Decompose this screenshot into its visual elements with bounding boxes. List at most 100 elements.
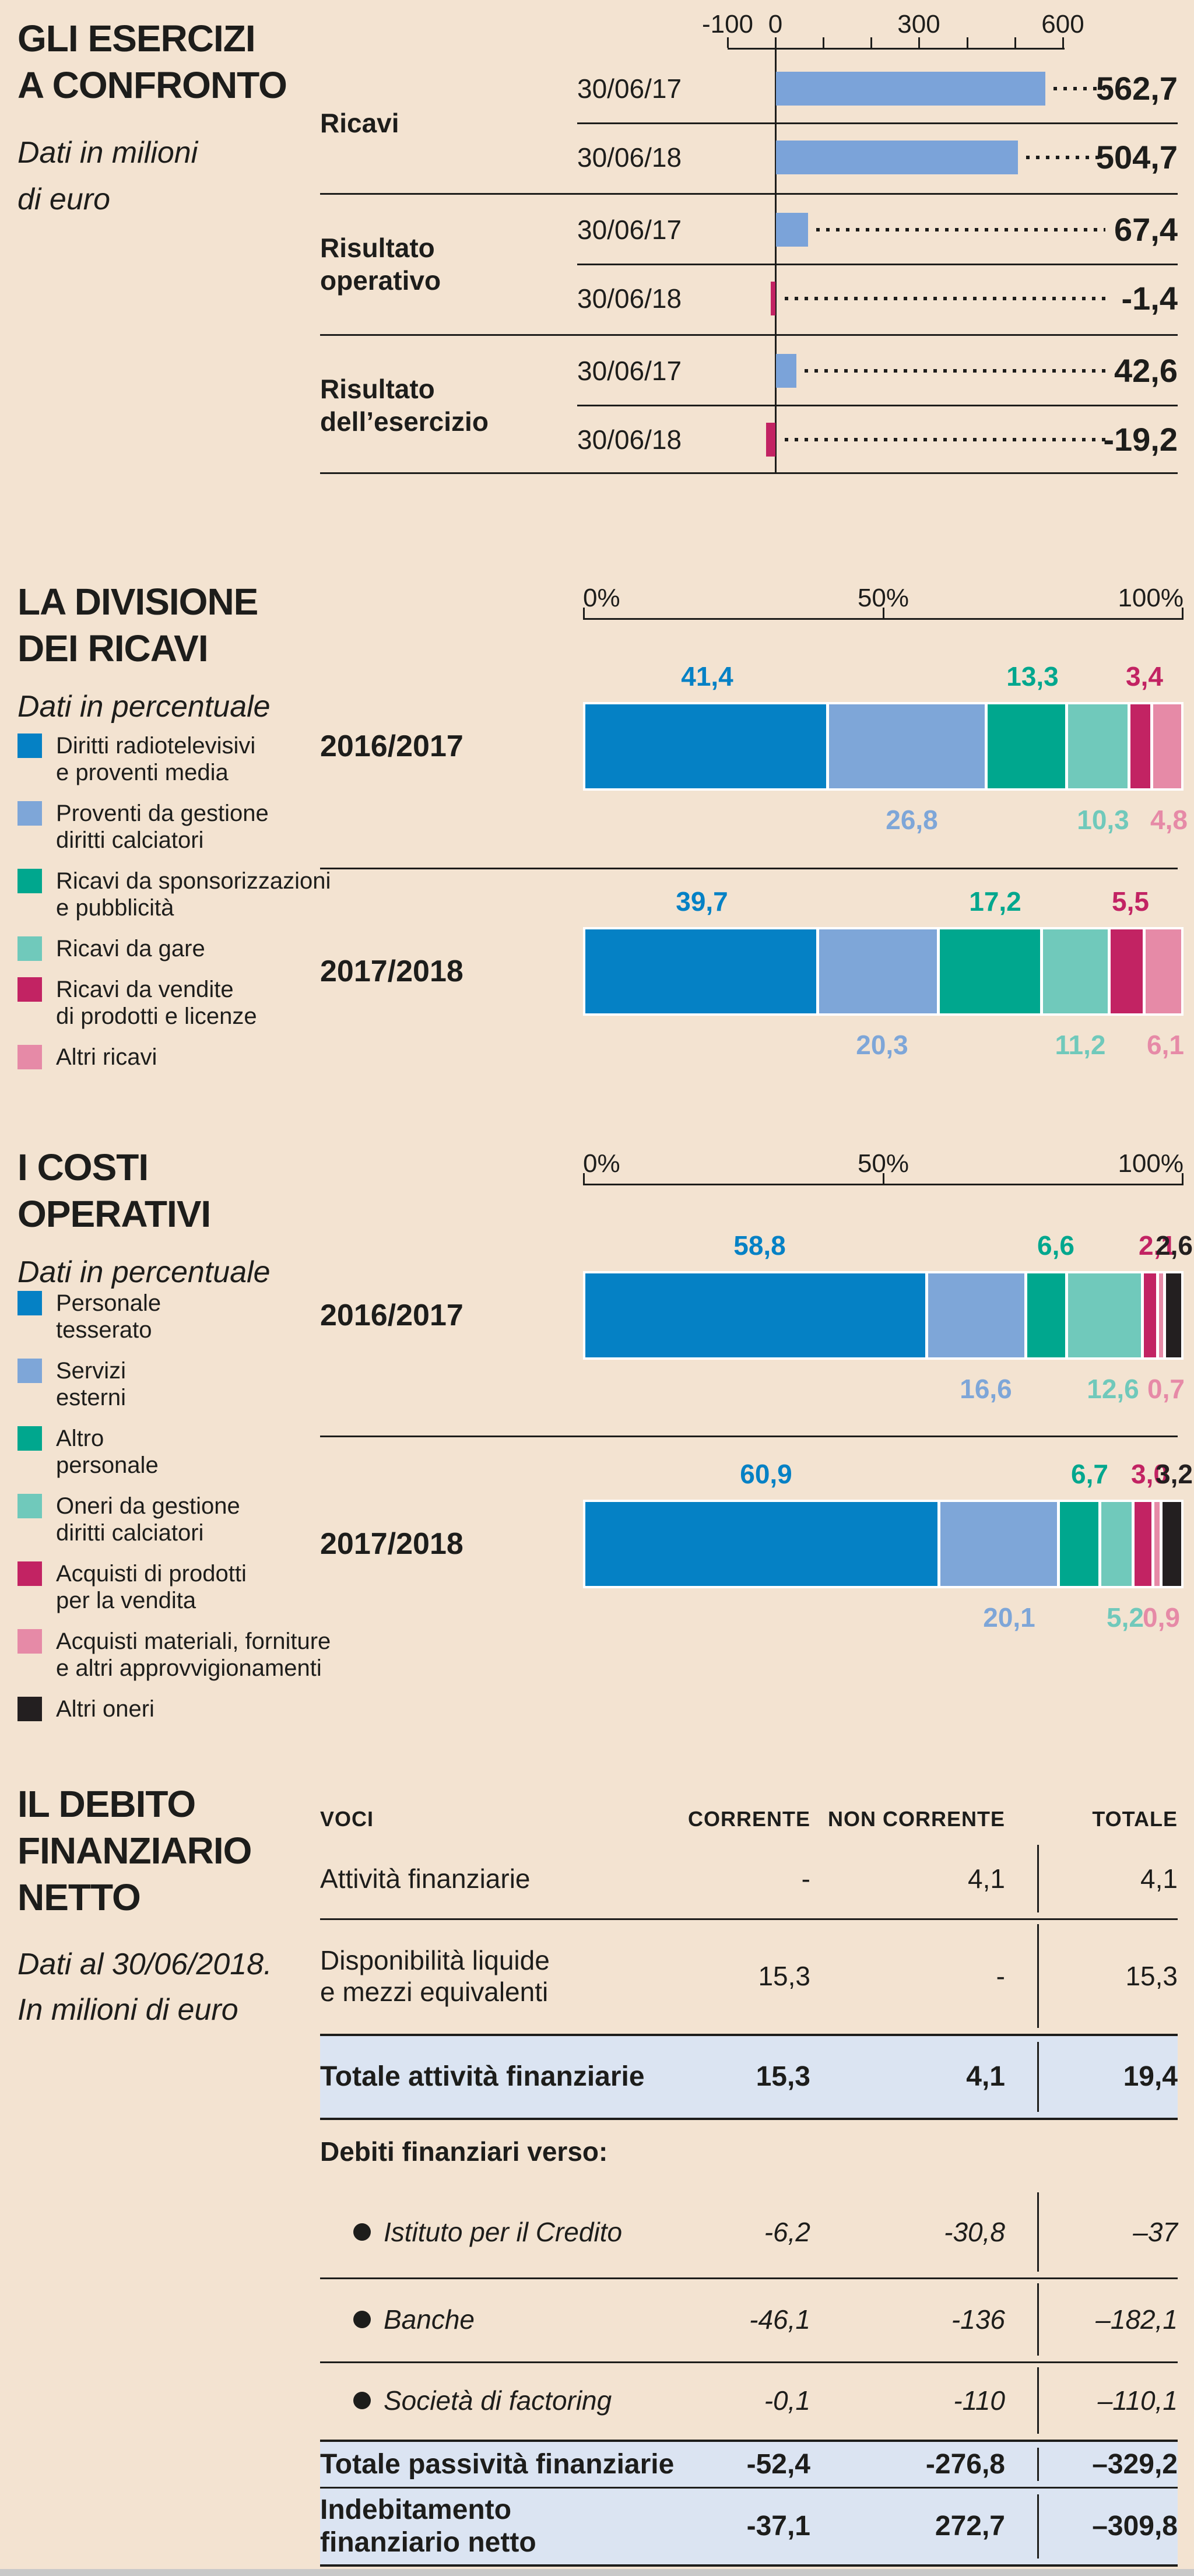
segment-label: 3,2 (1156, 1459, 1193, 1489)
row-separator (577, 405, 1178, 406)
dot-leader (816, 228, 1105, 231)
legend-swatch-icon (17, 1359, 42, 1383)
year-separator (320, 1436, 1178, 1437)
legend-item: Personale tesserato (17, 1290, 461, 1343)
title-line: NETTO (17, 1876, 141, 1918)
legend-label: Ricavi da sponsorizzazioni e pubblicità (56, 868, 331, 921)
column-divider (1037, 2448, 1039, 2481)
cell-corrente: -0,1 (764, 2385, 810, 2416)
bar-segment-blue (585, 1273, 926, 1357)
year-label: 2017/2018 (320, 1527, 463, 1561)
cell-corrente: 15,3 (756, 2061, 810, 2092)
x-axis-tick (1014, 37, 1016, 48)
segment-label: 3,0 (1131, 1459, 1168, 1489)
percent-label-0: 0% (583, 1149, 620, 1178)
table-rule (320, 2361, 1178, 2363)
cell-totale: –309,8 (1092, 2511, 1178, 2542)
cell-corrente: -37,1 (746, 2511, 810, 2542)
legend-label-line: Acquisti materiali, forniture (56, 1629, 331, 1654)
table-rule (320, 2564, 1178, 2567)
legend-item: Ricavi da vendite di prodotti e licenze (17, 976, 461, 1030)
x-axis-tick-label: 300 (897, 10, 940, 38)
title-line: GLI ESERCIZI (17, 17, 256, 59)
table-rule (320, 2034, 1178, 2036)
row-separator (320, 193, 1178, 195)
group-label-line: Ricavi (320, 108, 399, 138)
bar-segment-pink (1159, 1273, 1164, 1357)
title-line: A CONFRONTO (17, 64, 287, 106)
percent-label-100: 100% (1118, 584, 1184, 612)
cell-totale: –182,1 (1095, 2304, 1178, 2335)
legend-label-line: Personale (56, 1290, 161, 1316)
date-label: 30/06/18 (577, 283, 682, 314)
table-rule (320, 2487, 1178, 2489)
legend: Personale tesserato Servizi esterni Altro per… (17, 1290, 461, 1736)
segment-label: 11,2 (1055, 1030, 1106, 1060)
legend-label-line: Acquisti di prodotti (56, 1561, 247, 1587)
value-label: -1,4 (1121, 280, 1178, 317)
subtitle-line: Dati in milioni (17, 136, 198, 170)
segment-label: 5,2 (1107, 1602, 1144, 1633)
legend-label-line: per la vendita (56, 1588, 196, 1613)
percent-axis-tick (583, 608, 585, 618)
dot-leader (785, 297, 1105, 300)
dot-leader (1053, 87, 1105, 90)
segment-label: 12,6 (1087, 1374, 1139, 1404)
legend-label-line: Ricavi da vendite (56, 977, 234, 1002)
bottom-edge-strip (0, 2569, 1194, 2576)
bar-segment-blue (585, 1502, 938, 1586)
legend-item: Oneri da gestione diritti calciatori (17, 1493, 461, 1546)
legend-swatch-icon (17, 1629, 42, 1654)
legend-label-line: Altri oneri (56, 1696, 154, 1722)
column-divider (1037, 1845, 1039, 1912)
legend-label-line: Ricavi da gare (56, 936, 205, 961)
legend-swatch-icon (17, 977, 42, 1002)
cell-non-corrente: -136 (951, 2304, 1005, 2335)
row-separator (320, 472, 1178, 474)
segment-label: 58,8 (733, 1230, 786, 1261)
cell-corrente: -52,4 (746, 2449, 810, 2480)
date-label: 30/06/17 (577, 215, 682, 245)
segment-label: 0,9 (1143, 1602, 1180, 1633)
percent-label-100: 100% (1118, 1149, 1184, 1178)
cell-totale: –110,1 (1097, 2385, 1178, 2416)
cell-corrente: -46,1 (749, 2304, 810, 2335)
section-subtitle-esercizi: Dati in milioni di euro (17, 129, 198, 223)
segment-label: 6,1 (1147, 1030, 1184, 1060)
legend-label-line: e pubblicità (56, 895, 174, 921)
legend-item: Altri oneri (17, 1696, 461, 1722)
year-label: 2016/2017 (320, 729, 463, 763)
row-label: Istituto per il Credito (384, 2217, 623, 2247)
legend-label-line: di prodotti e licenze (56, 1003, 257, 1029)
legend-label-line: Altro (56, 1426, 104, 1451)
value-bar (776, 354, 796, 388)
bar-segment-lightblue (928, 1273, 1024, 1357)
cell-totale: –329,2 (1092, 2449, 1178, 2480)
title-line: OPERATIVI (17, 1193, 211, 1235)
bar-segment-lightblue (940, 1502, 1057, 1586)
row-separator (577, 264, 1178, 265)
cell-totale: –37 (1133, 2217, 1178, 2247)
subtitle-line: Dati in percentuale (17, 690, 271, 724)
legend-item: Proventi da gestione diritti calciatori (17, 800, 461, 854)
title-line: I COSTI (17, 1146, 149, 1188)
legend-item: Altro personale (17, 1425, 461, 1479)
segment-label: 10,3 (1077, 805, 1129, 835)
bar-segment-magenta (1130, 704, 1151, 788)
percent-axis-tick (583, 1173, 585, 1184)
cell-non-corrente: 272,7 (935, 2511, 1005, 2542)
group-label-line: operativo (320, 265, 441, 296)
row-label: Totale attività finanziarie (320, 2061, 645, 2093)
col-header-totale: TOTALE (1092, 1807, 1178, 1831)
title-line: FINANZIARIO (17, 1830, 252, 1872)
bar-segment-black (1163, 1502, 1181, 1586)
table-rule (320, 1918, 1178, 1920)
group-label-line: Risultato (320, 374, 435, 404)
x-axis-ruler (728, 48, 1065, 50)
value-label: 42,6 (1114, 352, 1178, 389)
legend-label: Personale tesserato (56, 1290, 161, 1343)
x-axis-tick-label: -100 (701, 10, 754, 38)
segment-label: 2,6 (1156, 1230, 1193, 1261)
legend-label: Altri ricavi (56, 1044, 157, 1071)
legend-label: Altri oneri (56, 1696, 154, 1722)
